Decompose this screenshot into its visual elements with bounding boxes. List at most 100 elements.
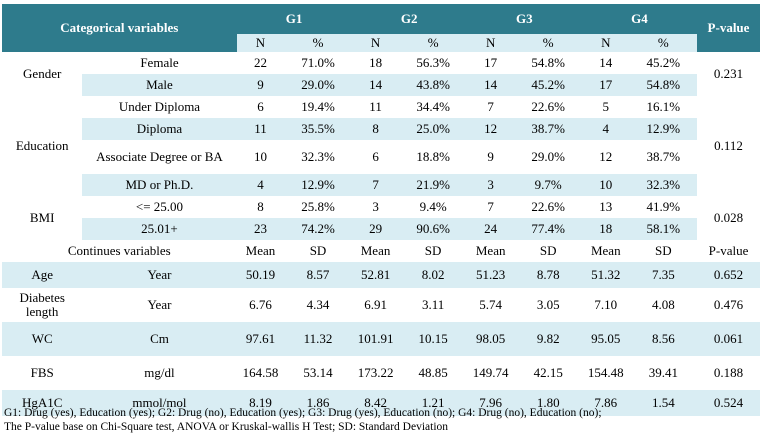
cont-cell: 154.48 <box>581 356 630 390</box>
pct-header: % <box>284 34 352 52</box>
bmi-label: BMI <box>2 196 83 240</box>
cont-cell: 97.61 <box>236 322 285 356</box>
cont-cell: 173.22 <box>351 356 400 390</box>
cont-pvalue: 0.061 <box>697 322 760 356</box>
pct-header: % <box>514 34 582 52</box>
cat-cell: 17 <box>581 74 630 96</box>
gender-pvalue: 0.231 <box>697 52 760 96</box>
cont-cell: 1.54 <box>629 390 697 416</box>
cont-cell: 9.82 <box>514 322 582 356</box>
cat-cell: 21.9% <box>399 174 467 196</box>
group-header-g3: G3 <box>466 4 582 34</box>
cont-row: WC Cm 97.61 11.32 101.91 10.15 98.05 9.82 95.05 8… <box>2 322 760 356</box>
cat-row: Male 9 29.0% 14 43.8% 14 45.2% 17 54.8% <box>2 74 760 96</box>
cont-cell: 6.91 <box>351 288 400 322</box>
cat-cell: 22.6% <box>514 196 582 218</box>
cat-cell: 22.6% <box>514 96 582 118</box>
cat-cell: 9.7% <box>514 174 582 196</box>
cat-cell: 38.7% <box>514 118 582 140</box>
cat-cell: 17 <box>466 52 515 74</box>
cont-cell: 8.56 <box>629 322 697 356</box>
cont-row: Diabetes length Year 6.76 4.34 6.91 3.11 5.74 3… <box>2 288 760 322</box>
cat-cell: 77.4% <box>514 218 582 240</box>
cont-cell: 8.42 <box>351 390 400 416</box>
group-header-g4: G4 <box>581 4 697 34</box>
cont-cell: 10.15 <box>399 322 467 356</box>
cat-cell: 29.0% <box>514 140 582 174</box>
sd-header: SD <box>284 240 352 262</box>
cat-cell: 23 <box>236 218 285 240</box>
results-table: Categorical variables G1 G2 G3 G4 P-value N% N%… <box>2 4 760 416</box>
header-row: Categorical variables G1 G2 G3 G4 P-value <box>2 4 760 52</box>
cont-cell: 51.32 <box>581 262 630 288</box>
level-label: Female <box>82 52 237 74</box>
level-label: Diploma <box>82 118 237 140</box>
cat-cell: 11 <box>236 118 285 140</box>
group-header-g2: G2 <box>351 4 467 34</box>
education-pvalue: 0.112 <box>697 96 760 196</box>
cont-cell: 11.32 <box>284 322 352 356</box>
unit-label: Cm <box>82 322 237 356</box>
cont-pvalue: 0.476 <box>697 288 760 322</box>
cont-cell: 95.05 <box>581 322 630 356</box>
cat-cell: 38.7% <box>629 140 697 174</box>
level-label: Under Diploma <box>82 96 237 118</box>
unit-label: mg/dl <box>82 356 237 390</box>
cont-cell: 101.91 <box>351 322 400 356</box>
var-label: HgA1C <box>2 390 83 416</box>
cat-cell: 54.8% <box>629 74 697 96</box>
cat-cell: 45.2% <box>514 74 582 96</box>
cont-pvalue: 0.524 <box>697 390 760 416</box>
cont-cell: 51.23 <box>466 262 515 288</box>
sd-header: SD <box>514 240 582 262</box>
cont-cell: 42.15 <box>514 356 582 390</box>
cont-cell: 52.81 <box>351 262 400 288</box>
n-header: N <box>351 34 400 52</box>
cont-cell: 4.08 <box>629 288 697 322</box>
cat-cell: 56.3% <box>399 52 467 74</box>
cat-cell: 24 <box>466 218 515 240</box>
cat-row: Diploma 11 35.5% 8 25.0% 12 38.7% 4 12.9% <box>2 118 760 140</box>
cont-cell: 1.21 <box>399 390 467 416</box>
cat-cell: 4 <box>236 174 285 196</box>
level-label: <= 25.00 <box>82 196 237 218</box>
cont-cell: 8.19 <box>236 390 285 416</box>
cat-cell: 4 <box>581 118 630 140</box>
cat-cell: 10 <box>581 174 630 196</box>
cat-cell: 16.1% <box>629 96 697 118</box>
cat-cell: 35.5% <box>284 118 352 140</box>
cat-row: BMI <= 25.00 8 25.8% 3 9.4% 7 22.6% 13 41.9% 0.028 <box>2 196 760 240</box>
cont-cell: 5.74 <box>466 288 515 322</box>
pvalue-header: P-value <box>697 4 760 52</box>
footnote-line-1: G1: Drug (yes), Education (yes); G2: Dru… <box>4 407 602 419</box>
cat-cell: 7 <box>466 96 515 118</box>
cat-row: Associate Degree or BA 10 32.3% 6 18.8% 9 29.0… <box>2 140 760 174</box>
cat-cell: 9 <box>236 74 285 96</box>
cont-cell: 50.19 <box>236 262 285 288</box>
cat-cell: 9.4% <box>399 196 467 218</box>
cont-pvalue-header: P-value <box>697 240 760 262</box>
cont-row: FBS mg/dl 164.58 53.14 173.22 48.85 149.74 42.1… <box>2 356 760 390</box>
cont-cell: 7.86 <box>581 390 630 416</box>
cat-cell: 54.8% <box>514 52 582 74</box>
mean-header: Mean <box>236 240 285 262</box>
cat-cell: 12.9% <box>629 118 697 140</box>
cat-cell: 10 <box>236 140 285 174</box>
cat-cell: 41.9% <box>629 196 697 218</box>
cont-cell: 39.41 <box>629 356 697 390</box>
cont-cell: 98.05 <box>466 322 515 356</box>
cont-cell: 8.02 <box>399 262 467 288</box>
cat-cell: 8 <box>236 196 285 218</box>
level-label: 25.01+ <box>82 218 237 240</box>
cat-cell: 32.3% <box>284 140 352 174</box>
cat-row: MD or Ph.D. 4 12.9% 7 21.9% 3 9.7% 10 32.3% <box>2 174 760 196</box>
cont-row: Age Year 50.19 8.57 52.81 8.02 51.23 8.78 51.32 7… <box>2 262 760 288</box>
cont-cell: 48.85 <box>399 356 467 390</box>
cat-cell: 18 <box>351 52 400 74</box>
categorical-header: Categorical variables <box>2 4 237 52</box>
var-label: Age <box>2 262 83 288</box>
cat-cell: 12 <box>466 118 515 140</box>
n-header: N <box>236 34 285 52</box>
mean-header: Mean <box>581 240 630 262</box>
cont-cell: 7.35 <box>629 262 697 288</box>
